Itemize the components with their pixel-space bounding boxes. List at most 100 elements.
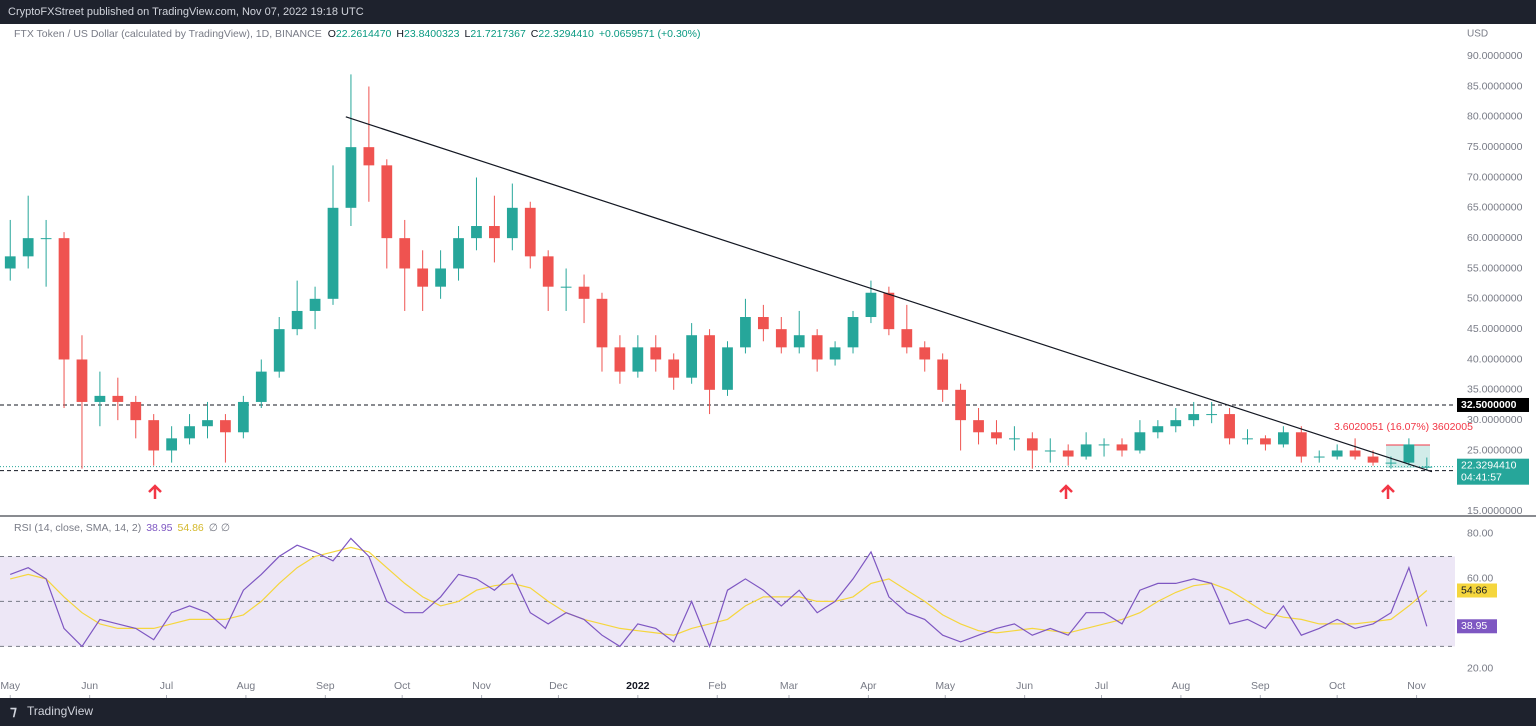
x-tick-label: Aug: [1172, 680, 1191, 692]
candle-body: [1009, 438, 1020, 440]
candle-body: [453, 238, 464, 269]
x-tick-label: Sep: [1251, 680, 1270, 692]
candle-body: [237, 401, 249, 433]
candle-body: [704, 335, 715, 390]
candle-body: [1367, 456, 1379, 463]
x-tick-label: Oct: [394, 680, 410, 692]
arrows: [148, 484, 1395, 499]
last-price-label: 22.3294410: [1461, 459, 1517, 471]
candle-body: [1044, 450, 1056, 452]
y-tick-label: 25.0000000: [1467, 444, 1523, 456]
candle-body: [94, 395, 106, 402]
candle-body: [327, 207, 339, 299]
candle-body: [166, 438, 178, 451]
candle-body: [632, 347, 644, 372]
candle-body: [1062, 450, 1074, 457]
rsi-value-label: 54.86: [1461, 584, 1487, 596]
top-bar: [0, 0, 1536, 24]
candle-body: [506, 207, 518, 239]
axis-unit: USD: [1467, 29, 1488, 40]
y-tick-label: 15.0000000: [1467, 505, 1523, 517]
candle-body: [578, 286, 590, 299]
y-tick-label: 40.0000000: [1467, 353, 1523, 365]
candle-body: [757, 317, 769, 330]
x-tick-label: Nov: [472, 680, 491, 692]
candle-body: [1277, 432, 1289, 445]
candle-body: [40, 238, 52, 240]
x-tick-label: Sep: [316, 680, 335, 692]
published-note: CryptoFXStreet published on TradingView.…: [8, 6, 364, 18]
ohlc-key: O: [328, 28, 336, 40]
candle-body: [1080, 444, 1092, 457]
candle-body: [865, 292, 877, 318]
candle-body: [1026, 438, 1038, 451]
candle-body: [112, 395, 124, 402]
x-tick-label: May: [935, 680, 956, 692]
candle-body: [1170, 420, 1182, 427]
candle-body: [76, 359, 88, 402]
title: FTX Token / US Dollar (calculated by Tra…: [14, 28, 322, 40]
last-price-box: [1457, 458, 1529, 485]
x-tick-label: 2022: [626, 680, 650, 692]
candle-body: [1206, 414, 1218, 416]
rsi-legend-part: 38.95: [146, 522, 172, 534]
candle-body: [417, 268, 429, 287]
level-label: 32.5000000: [1461, 399, 1517, 411]
rsi-tick-label: 60.00: [1467, 573, 1493, 585]
candle-body: [489, 226, 500, 239]
candle-body: [1242, 438, 1253, 440]
candle-body: [435, 268, 446, 287]
candle-body: [973, 420, 984, 433]
candle-body: [811, 335, 823, 360]
symbol-title: FTX Token / US Dollar (calculated by Tra…: [14, 28, 700, 40]
candle-body: [1313, 456, 1325, 458]
candle-body: [220, 420, 231, 433]
candle-body: [399, 238, 411, 269]
measure-annotation: 3.6020051 (16.07%) 3602005: [1334, 421, 1473, 433]
x-tick-label: Nov: [1407, 680, 1426, 692]
rsi-legend-part: 54.86: [178, 522, 204, 534]
candle-body: [1116, 444, 1128, 451]
candle-body: [596, 298, 608, 348]
candle-body: [668, 359, 680, 378]
candle-body: [58, 238, 70, 360]
x-tick-label: Jun: [81, 680, 98, 692]
arrow: [1059, 484, 1073, 499]
candle-body: [1331, 450, 1343, 457]
x-tick-label: Oct: [1329, 680, 1345, 692]
arrow: [1381, 484, 1395, 499]
candle-body: [542, 256, 554, 287]
rsi-value-box: [1457, 583, 1497, 598]
candle-body: [1349, 450, 1361, 457]
candle-body: [614, 347, 626, 372]
rsi-legend-part: ∅ ∅: [209, 522, 230, 534]
x-tick-label: May: [0, 680, 21, 692]
brand: TradingView: [27, 704, 93, 718]
candle-body: [202, 420, 213, 427]
candle-body: [1098, 444, 1110, 446]
candle-body: [847, 317, 859, 348]
candle-body: [793, 335, 805, 348]
level-box: [1457, 397, 1529, 412]
candle-body: [1134, 432, 1146, 451]
x-tick-label: Jun: [1016, 680, 1033, 692]
x-tick-label: Dec: [549, 680, 568, 692]
trendline: [345, 116, 1433, 473]
rsi-tick-label: 80.00: [1467, 528, 1493, 540]
ohlc-value: 22.3294410: [538, 28, 594, 40]
x-tick-label: Mar: [780, 680, 799, 692]
candle-body: [901, 329, 913, 348]
candle-body: [381, 165, 393, 239]
candle-body: [1403, 444, 1415, 463]
y-tick-label: 35.0000000: [1467, 384, 1523, 396]
candle-body: [4, 256, 16, 269]
candle-body: [130, 401, 142, 421]
candle-body: [184, 426, 195, 439]
ohlc-value: 23.8400323: [404, 28, 460, 40]
candle-body: [1152, 426, 1164, 433]
candle-body: [919, 347, 931, 360]
candle-body: [255, 371, 267, 402]
logo-mark: ⁊: [10, 703, 17, 719]
ohlc-key: H: [396, 28, 404, 40]
